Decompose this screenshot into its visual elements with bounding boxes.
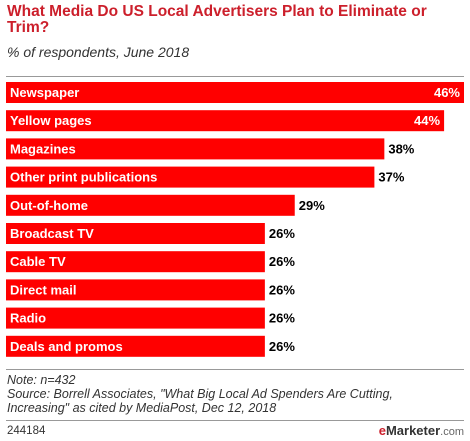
bar-other-print-publications [6,166,375,188]
bar-broadcast-tv [6,223,265,244]
bar-out-of-home [6,194,295,216]
chart-subtitle: % of respondents, June 2018 [7,44,190,60]
bar-cable-tv [6,251,265,273]
value-label: 46% [434,85,460,100]
emarketer-logo: eMarketer.com [379,423,464,438]
bar-yellow-pages [6,110,445,132]
value-label: 26% [269,254,295,269]
logo-site: .com [440,426,464,438]
value-label: 26% [269,311,295,326]
value-label: 26% [269,339,295,354]
value-label: 29% [299,198,325,213]
bar-deals-and-promos [6,335,265,357]
value-label: 26% [269,226,295,241]
top-divider [6,76,464,77]
bar-direct-mail [6,279,265,301]
source-line-1: Source: Borrell Associates, "What Big Lo… [7,387,393,401]
logo-e: e [378,423,386,438]
category-label: Magazines [10,141,76,156]
chart-title: What Media Do US Local Advertisers Plan … [7,3,427,36]
footer-divider [6,420,464,421]
bottom-divider [6,369,464,370]
category-label: Newspaper [10,85,79,100]
value-label: 44% [414,113,440,128]
value-label: 37% [378,170,404,185]
category-label: Out-of-home [10,198,88,213]
value-label: 26% [269,282,295,297]
chart-id: 244184 [7,425,46,437]
category-label: Direct mail [10,282,76,297]
category-label: Radio [10,311,46,326]
logo-name: Marketer [385,423,441,438]
bar-newspaper [6,82,464,103]
category-label: Yellow pages [10,113,92,128]
footnote: Note: n=432 [7,373,76,387]
category-label: Deals and promos [10,339,123,354]
bar-radio [6,307,265,329]
category-label: Cable TV [10,254,66,269]
source-line-2: Increasing" as cited by MediaPost, Dec 1… [7,401,277,415]
category-label: Other print publications [10,170,157,185]
value-label: 38% [388,141,414,156]
category-label: Broadcast TV [10,226,94,241]
bar-magazines [6,138,385,160]
